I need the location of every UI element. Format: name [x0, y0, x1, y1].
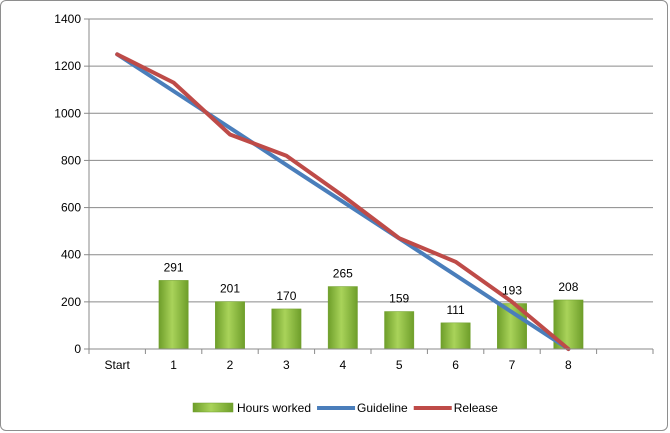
legend-label-release: Release: [454, 401, 498, 415]
y-tick-label-600: 600: [61, 201, 81, 215]
data-label-3: 170: [276, 289, 296, 303]
x-tick-label-7: 7: [509, 358, 516, 372]
x-tick-label-2: 2: [227, 358, 234, 372]
bar-6: [440, 322, 471, 350]
y-tick-label-400: 400: [61, 248, 81, 262]
y-tick-label-200: 200: [61, 295, 81, 309]
legend-swatch-hours-worked: [192, 402, 234, 413]
legend: Hours worked Guideline Release: [192, 401, 498, 415]
bars-group: [158, 280, 584, 350]
data-labels: 291 201 170 265 159 111 193 208: [164, 260, 579, 316]
axes: [84, 18, 654, 354]
data-label-1: 291: [164, 260, 184, 274]
legend-label-guideline: Guideline: [357, 401, 408, 415]
y-tick-label-1200: 1200: [54, 59, 81, 73]
bar-4: [327, 286, 358, 350]
bar-5: [384, 311, 415, 350]
data-label-8: 208: [558, 280, 578, 294]
y-tick-label-800: 800: [61, 153, 81, 167]
x-tick-label-6: 6: [452, 358, 459, 372]
y-tick-label-1400: 1400: [54, 12, 81, 26]
x-tick-label-3: 3: [283, 358, 290, 372]
bar-2: [215, 301, 245, 350]
data-label-4: 265: [333, 267, 353, 281]
data-label-2: 201: [220, 282, 240, 296]
data-label-5: 159: [389, 292, 409, 306]
data-label-7: 193: [502, 284, 522, 298]
gridlines: [89, 18, 653, 303]
x-tick-labels: Start 1 2 3 4 5 6 7 8: [105, 358, 573, 372]
x-tick-label-8: 8: [565, 358, 572, 372]
x-tick-label-4: 4: [339, 358, 346, 372]
y-tick-label-0: 0: [74, 342, 81, 356]
bar-3: [271, 308, 302, 350]
x-tick-label-1: 1: [170, 358, 177, 372]
x-tick-label-Start: Start: [105, 358, 131, 372]
legend-label-hours-worked: Hours worked: [237, 401, 311, 415]
data-label-6: 111: [446, 303, 465, 317]
y-tick-labels: 0 200 400 600 800 1000 1200 1400: [54, 12, 81, 356]
y-tick-label-1000: 1000: [54, 106, 81, 120]
lines-group: [115, 52, 571, 351]
x-tick-label-5: 5: [396, 358, 403, 372]
bar-1: [158, 280, 189, 350]
